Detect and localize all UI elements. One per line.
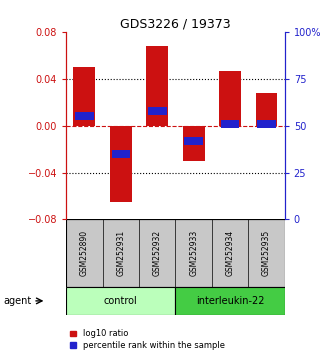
Bar	[256, 93, 277, 126]
Text: GSM252890: GSM252890	[80, 230, 89, 276]
Bar	[66, 287, 175, 315]
Bar	[257, 120, 276, 128]
Bar	[112, 150, 130, 158]
Text: agent: agent	[3, 296, 31, 306]
Text: GSM252932: GSM252932	[153, 230, 162, 276]
Text: interleukin-22: interleukin-22	[196, 296, 264, 306]
Text: control: control	[104, 296, 138, 306]
Bar	[175, 287, 285, 315]
Bar	[183, 126, 205, 161]
Legend: log10 ratio, percentile rank within the sample: log10 ratio, percentile rank within the …	[71, 329, 225, 350]
Title: GDS3226 / 19373: GDS3226 / 19373	[120, 18, 231, 31]
Text: GSM252931: GSM252931	[116, 230, 125, 276]
Bar	[146, 46, 168, 126]
Bar	[110, 126, 132, 202]
Text: GSM252935: GSM252935	[262, 230, 271, 276]
Text: GSM252934: GSM252934	[225, 230, 235, 276]
Bar	[73, 67, 95, 126]
Text: GSM252933: GSM252933	[189, 230, 198, 276]
Bar	[184, 137, 203, 145]
Bar	[219, 70, 241, 126]
Bar	[148, 107, 166, 115]
Bar	[221, 120, 239, 128]
Bar	[75, 112, 94, 120]
